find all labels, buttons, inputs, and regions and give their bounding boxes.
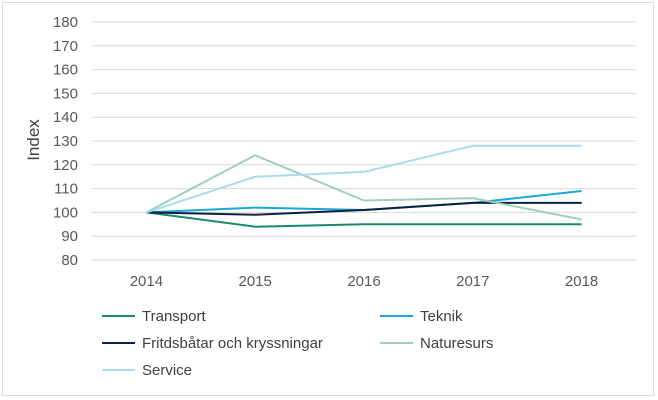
series-line-1 — [146, 211, 582, 228]
series-line-5 — [146, 144, 582, 214]
y-tick-label: 100 — [53, 204, 78, 221]
x-tick-label: 2017 — [456, 273, 489, 290]
x-tick-label: 2015 — [239, 273, 272, 290]
y-tick-label: 170 — [53, 38, 78, 55]
y-tick-label: 80 — [61, 252, 78, 269]
x-tick-labels: 2014 2015 2016 2017 2018 — [130, 273, 599, 290]
y-tick-label: 110 — [54, 181, 78, 198]
legend: Transport Teknik Fritdsbåtar och kryssning… — [102, 308, 493, 379]
legend-label: Teknik — [420, 308, 463, 325]
y-axis-label: Index — [24, 119, 43, 161]
y-tick-label: 140 — [53, 109, 78, 126]
y-tick-label: 160 — [53, 62, 78, 79]
legend-label: Naturesurs — [420, 335, 493, 352]
series-line-4 — [145, 154, 582, 221]
y-tick-label: 130 — [53, 133, 78, 150]
y-tick-label: 180 — [53, 14, 78, 31]
series-line-3 — [146, 201, 582, 216]
chart-frame — [2, 2, 654, 396]
series-lines — [145, 144, 582, 228]
y-tick-label: 150 — [53, 85, 78, 102]
legend-label: Fritdsbåtar och kryssningar — [142, 335, 323, 352]
y-tick-label: 90 — [61, 228, 78, 245]
legend-label: Transport — [142, 308, 206, 325]
x-tick-label: 2014 — [130, 273, 163, 290]
y-tick-labels: 80 90 100 110 120 130 140 150 160 170 180 — [53, 14, 78, 269]
y-tick-label: 120 — [53, 157, 78, 174]
legend-label: Service — [142, 362, 192, 379]
gridlines — [92, 21, 636, 261]
x-tick-label: 2018 — [565, 273, 598, 290]
x-tick-label: 2016 — [347, 273, 380, 290]
